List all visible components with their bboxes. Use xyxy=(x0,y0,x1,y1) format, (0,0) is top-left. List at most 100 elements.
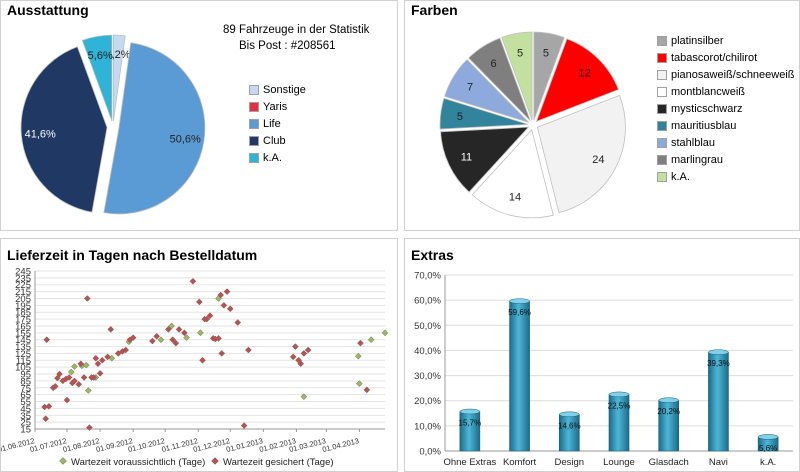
legend-swatch xyxy=(249,84,259,95)
point-gesichert xyxy=(215,334,222,342)
pie-value-label: 12 xyxy=(578,67,590,79)
point-gesichert xyxy=(181,329,188,337)
panel-extras: Extras 0,0% 10,0% 20,0% 30,0% 40,0% 50,0% 60,0… xyxy=(404,238,800,472)
legend-item: pianosaweiß/schneeweiß xyxy=(657,66,795,83)
point-gesichert xyxy=(71,377,78,385)
y-tick-label: 15 xyxy=(20,425,31,436)
legend-marker xyxy=(59,457,67,465)
y-tick-label: 85 xyxy=(20,376,31,387)
pie-slice-k-a- xyxy=(81,34,113,122)
point-gesichert xyxy=(65,374,73,381)
y-tick-label: 165 xyxy=(15,321,31,332)
x-category-label: Design xyxy=(554,457,584,468)
bar-value-label: 14,6% xyxy=(558,421,581,430)
point-gesichert xyxy=(80,374,88,381)
y-tick-label: 95 xyxy=(20,370,31,381)
bar-value-label: 20,2% xyxy=(657,407,680,416)
y-tick-label: 215 xyxy=(15,287,31,298)
point-gesichert xyxy=(218,350,226,357)
pie-slice-tabascorot-chilirot xyxy=(535,38,620,123)
point-gesichert xyxy=(189,277,197,285)
legend-item: tabascorot/chilirot xyxy=(657,49,795,66)
y-tick-label: 35 xyxy=(20,411,31,422)
point-gesichert xyxy=(43,336,51,344)
point-gesichert xyxy=(42,415,50,423)
extras-title: Extras xyxy=(411,247,454,263)
legend-label: platinsilber xyxy=(671,34,724,47)
legend-label: Club xyxy=(263,134,286,147)
legend-swatch xyxy=(657,171,667,182)
point-gesichert xyxy=(357,339,364,347)
pie-value-label: 11 xyxy=(461,151,472,163)
bar-ohne-extras xyxy=(459,411,481,452)
panel-ausstattung: Ausstattung 89 Fahrzeuge in der Statisti… xyxy=(0,0,398,231)
point-gesichert xyxy=(304,346,312,354)
x-category-label: Ohne Extras xyxy=(443,457,496,468)
lieferzeit-title: Lieferzeit in Tagen nach Bestelldatum xyxy=(7,247,258,263)
farben-title: Farben xyxy=(411,2,458,18)
panel-farben: Farben 5 12 24 14 11 5 7 6 5 platinsilber tabasco… xyxy=(404,0,800,231)
pie-value-label: 5 xyxy=(543,48,549,60)
legend-swatch xyxy=(657,86,667,97)
point-voraussichtlich xyxy=(354,352,362,360)
y-tick-label: 195 xyxy=(15,301,31,312)
y-tick-label: 65 xyxy=(20,390,31,401)
point-gesichert xyxy=(363,386,371,394)
pie-value-label: 50,6% xyxy=(170,133,201,145)
point-gesichert xyxy=(51,383,59,390)
point-gesichert xyxy=(217,291,225,299)
point-voraussichtlich xyxy=(71,363,78,370)
panel-lieferzeit: Lieferzeit in Tagen nach Bestelldatum 15… xyxy=(0,238,398,472)
point-gesichert xyxy=(98,356,106,364)
y-tick-label: 55 xyxy=(20,397,31,408)
legend-item: montblancweiß xyxy=(657,83,795,100)
legend-label: Wartezeit gesichert (Tage) xyxy=(223,457,334,468)
point-gesichert xyxy=(83,295,91,302)
bar-komfort xyxy=(509,300,530,452)
x-tick-label: 01.04.2013 xyxy=(321,436,360,454)
point-gesichert xyxy=(122,346,130,354)
farben-pie: 5 12 24 14 11 5 7 6 5 xyxy=(439,31,626,219)
pie-value-label: 7 xyxy=(467,82,473,94)
point-gesichert xyxy=(45,402,53,410)
y-tick-label: 45 xyxy=(20,404,31,415)
point-gesichert xyxy=(240,422,248,429)
point-gesichert xyxy=(149,337,156,345)
point-gesichert xyxy=(226,305,234,313)
point-voraussichtlich xyxy=(157,336,165,344)
info-count: 89 Fahrzeuge in der Statistik xyxy=(223,24,370,36)
point-gesichert xyxy=(195,298,203,306)
y-tick-label: 105 xyxy=(15,363,31,374)
point-gesichert xyxy=(223,288,231,295)
bar-value-label: 22,5% xyxy=(608,401,631,410)
legend-swatch xyxy=(657,120,667,131)
legend-item: k.A. xyxy=(657,168,795,185)
pie-slice-platinsilber xyxy=(533,31,565,121)
y-tick-label: 125 xyxy=(15,349,31,360)
x-category-label: Lounge xyxy=(603,457,635,468)
legend-swatch xyxy=(657,137,667,148)
pie-value-label: 41,6% xyxy=(25,128,56,140)
y-tick-label: 20,0% xyxy=(414,396,441,407)
point-gesichert xyxy=(92,354,100,362)
point-voraussichtlich xyxy=(82,361,90,369)
y-tick-label: 25 xyxy=(20,418,31,429)
pie-value-label: 5,6% xyxy=(88,50,113,62)
x-category-label: Komfort xyxy=(503,457,537,468)
legend-label: pianosaweiß/schneeweiß xyxy=(671,68,795,81)
pie-slice-montblancwei- xyxy=(471,129,554,219)
legend-label: Wartezeit voraussichtlich (Tage) xyxy=(71,457,205,468)
legend-item: k.A. xyxy=(249,149,306,166)
point-voraussichtlich xyxy=(85,387,92,394)
legend-marker xyxy=(211,457,219,465)
legend-label: mysticschwarz xyxy=(671,102,743,115)
point-gesichert xyxy=(172,339,180,347)
legend-swatch xyxy=(657,69,667,80)
point-voraussichtlich xyxy=(356,380,363,388)
legend-swatch xyxy=(657,52,667,63)
point-voraussichtlich xyxy=(168,322,175,330)
bar-value-label: 59,6% xyxy=(508,308,531,317)
point-gesichert xyxy=(153,332,160,340)
point-gesichert xyxy=(220,301,228,309)
pie-slice-sonstige xyxy=(113,34,126,122)
